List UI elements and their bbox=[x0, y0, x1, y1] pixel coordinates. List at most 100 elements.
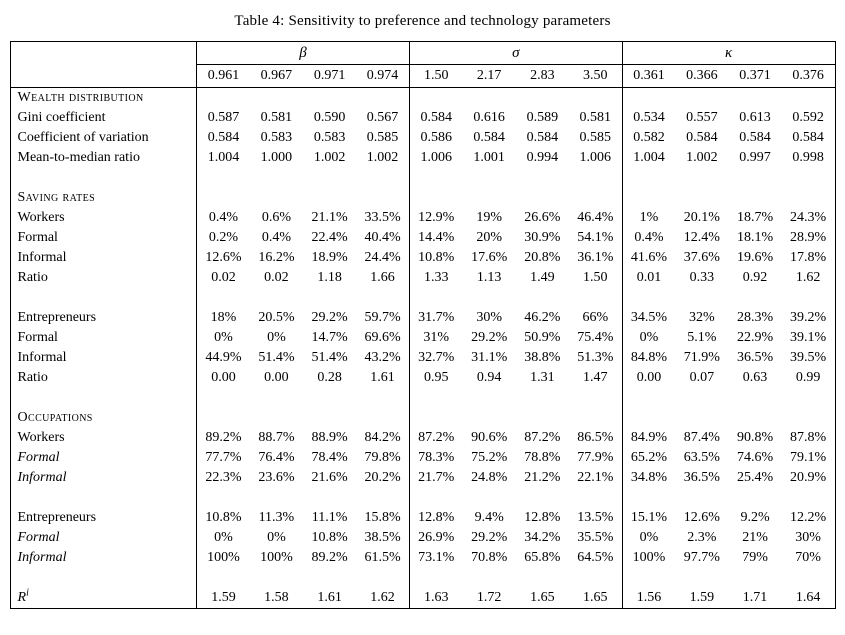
value-cell: 31% bbox=[408, 328, 463, 348]
value-cell: 1.61 bbox=[317, 590, 342, 605]
value-cell bbox=[728, 488, 781, 508]
value-cell bbox=[356, 408, 409, 428]
value-cell: 0.99 bbox=[795, 370, 821, 385]
value-cell: 76.4% bbox=[258, 450, 295, 465]
value-cell: 84.8% bbox=[621, 348, 676, 368]
param-symbol-beta: β bbox=[196, 41, 410, 65]
value-cell: 34.5% bbox=[621, 308, 676, 328]
value-cell bbox=[621, 488, 676, 508]
value-cell: 0.94 bbox=[476, 370, 502, 385]
value-cell: 1.31 bbox=[530, 370, 555, 385]
value-cell: 84.9% bbox=[621, 428, 676, 448]
value-cell: 26.9% bbox=[408, 528, 463, 548]
value-cell: 0% bbox=[621, 528, 676, 548]
value-cell: 59.7% bbox=[364, 310, 401, 325]
value-cell: 0.28 bbox=[317, 370, 342, 385]
table-row: Formal 0% 0% 14.7% 69.6% 31% 29.2% 50.9% 75.4% 0%… bbox=[10, 328, 835, 348]
value-cell: 100% bbox=[196, 548, 250, 568]
value-cell bbox=[250, 88, 303, 109]
value-cell: 34.2% bbox=[524, 530, 561, 545]
value-cell: 1.18 bbox=[317, 270, 342, 285]
value-cell: 46.2% bbox=[524, 310, 561, 325]
value-cell: 0.581 bbox=[260, 110, 293, 125]
value-cell: 14.4% bbox=[408, 228, 463, 248]
value-cell: 1.64 bbox=[795, 590, 821, 605]
value-cell bbox=[782, 188, 835, 208]
value-cell: 1.61 bbox=[370, 370, 395, 385]
value-cell: 1.59 bbox=[689, 590, 715, 605]
value-cell: 12.6% bbox=[196, 248, 250, 268]
value-cell: 28.9% bbox=[789, 230, 827, 245]
value-cell bbox=[516, 168, 569, 188]
param-value-header: 2.83 bbox=[515, 64, 569, 88]
value-cell bbox=[303, 568, 356, 588]
row-label: Formal bbox=[17, 450, 60, 465]
value-cell bbox=[569, 88, 622, 109]
value-cell: 0.590 bbox=[313, 110, 346, 125]
value-cell bbox=[196, 568, 250, 588]
table-row: Ri 1.59 1.58 1.61 1.62 1.63 1.72 1.65 1.65 1.56 1.… bbox=[10, 588, 835, 609]
value-cell: 1.71 bbox=[742, 590, 768, 605]
value-cell: 0.2% bbox=[196, 228, 250, 248]
value-cell: 88.7% bbox=[258, 430, 295, 445]
table-row: Gini coefficient 0.587 0.581 0.590 0.567 0.58… bbox=[10, 108, 835, 128]
value-cell: 18.7% bbox=[736, 210, 774, 225]
value-cell: 0.92 bbox=[742, 270, 768, 285]
value-cell: 15.8% bbox=[364, 510, 401, 525]
value-cell: 21.1% bbox=[311, 210, 348, 225]
value-cell: 0.00 bbox=[621, 368, 676, 388]
table-row bbox=[10, 168, 835, 188]
value-cell bbox=[621, 388, 676, 408]
value-cell: 0.584 bbox=[739, 130, 771, 145]
value-cell bbox=[303, 168, 356, 188]
param-value-header: 0.961 bbox=[196, 64, 250, 88]
value-cell: 65.8% bbox=[524, 550, 561, 565]
table-row: Mean-to-median ratio 1.004 1.000 1.002 1.002… bbox=[10, 148, 835, 168]
value-cell bbox=[196, 288, 250, 308]
param-value-header: 0.371 bbox=[728, 64, 782, 88]
value-cell: 89.2% bbox=[311, 550, 348, 565]
value-cell bbox=[675, 168, 728, 188]
value-cell bbox=[250, 288, 303, 308]
table-row: Formal 0% 0% 10.8% 38.5% 26.9% 29.2% 34.2% 35.5%… bbox=[10, 528, 835, 548]
value-cell: 35.5% bbox=[577, 530, 614, 545]
row-label bbox=[10, 388, 197, 408]
value-cell bbox=[356, 288, 409, 308]
value-cell: 32% bbox=[689, 310, 715, 325]
value-cell bbox=[621, 408, 676, 428]
value-cell: 61.5% bbox=[364, 550, 401, 565]
value-cell: 1.000 bbox=[260, 150, 293, 165]
value-cell: 31.1% bbox=[471, 350, 508, 365]
row-label: Informal bbox=[17, 250, 67, 265]
value-cell bbox=[728, 568, 781, 588]
param-value-header: 0.366 bbox=[675, 64, 729, 88]
value-cell: 87.2% bbox=[524, 430, 561, 445]
value-cell bbox=[303, 288, 356, 308]
value-cell: 0.616 bbox=[473, 110, 505, 125]
value-cell: 24.3% bbox=[789, 210, 827, 225]
value-cell bbox=[621, 288, 676, 308]
value-cell: 0.583 bbox=[313, 130, 346, 145]
value-cell bbox=[408, 168, 463, 188]
value-cell: 86.5% bbox=[577, 430, 614, 445]
value-cell bbox=[463, 488, 516, 508]
value-cell: 0.585 bbox=[366, 130, 399, 145]
value-cell bbox=[516, 188, 569, 208]
table-row: Informal 12.6% 16.2% 18.9% 24.4% 10.8% 17.6% 20… bbox=[10, 248, 835, 268]
value-cell bbox=[675, 288, 728, 308]
row-label: Wealth distribution bbox=[17, 90, 144, 105]
value-cell: 41.6% bbox=[621, 248, 676, 268]
value-cell bbox=[782, 488, 835, 508]
value-cell: 11.3% bbox=[258, 510, 295, 525]
value-cell: 0.585 bbox=[579, 130, 612, 145]
value-cell: 1.33 bbox=[408, 268, 463, 288]
value-cell: 29.2% bbox=[471, 330, 508, 345]
value-cell: 31.7% bbox=[408, 308, 463, 328]
value-cell: 0.586 bbox=[408, 128, 463, 148]
paper-page: Table 4: Sensitivity to preference and t… bbox=[9, 13, 836, 609]
value-cell bbox=[250, 488, 303, 508]
value-cell: 0% bbox=[621, 328, 676, 348]
value-cell: 38.5% bbox=[364, 530, 401, 545]
table-row: Occupations bbox=[10, 408, 835, 428]
value-cell bbox=[356, 88, 409, 109]
